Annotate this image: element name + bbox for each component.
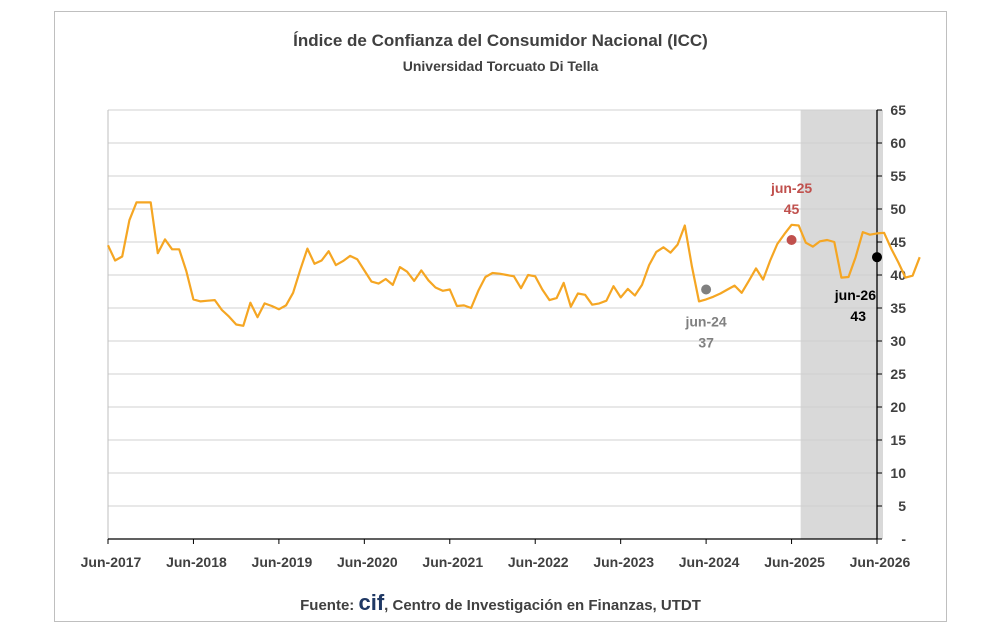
y-tick-label: 55 bbox=[890, 168, 906, 184]
source-suffix: , Centro de Investigación en Finanzas, U… bbox=[384, 597, 701, 614]
y-tick-label: 60 bbox=[890, 135, 906, 151]
source-prefix: Fuente: bbox=[300, 597, 359, 614]
chart-frame bbox=[54, 11, 947, 622]
annotation-value: 37 bbox=[698, 335, 714, 351]
y-tick-label: 65 bbox=[890, 102, 906, 118]
source-note: Fuente: cif, Centro de Investigación en … bbox=[54, 590, 947, 616]
annotation-label: jun-26 bbox=[834, 287, 876, 303]
icc-series-line bbox=[107, 201, 921, 327]
shaded-forecast-region bbox=[800, 110, 883, 539]
y-tick-label: 45 bbox=[890, 234, 906, 250]
y-tick-label: 35 bbox=[890, 300, 906, 316]
x-tick-label: Jun-2017 bbox=[81, 554, 142, 570]
annotation-value: 43 bbox=[850, 308, 866, 324]
chart-subtitle: Universidad Torcuato Di Tella bbox=[402, 58, 599, 74]
cif-logo: cif bbox=[358, 590, 385, 615]
y-tick-label: 10 bbox=[890, 465, 906, 481]
marker-jun-24 bbox=[701, 284, 712, 295]
x-tick-label: Jun-2018 bbox=[166, 554, 227, 570]
marker-jun-26 bbox=[872, 252, 882, 263]
chart-title: Índice de Confianza del Consumidor Nacio… bbox=[293, 31, 708, 50]
annotation-label: jun-25 bbox=[770, 180, 812, 196]
x-tick-label: Jun-2022 bbox=[508, 554, 569, 570]
x-tick-label: Jun-2019 bbox=[252, 554, 313, 570]
x-tick-label: Jun-2023 bbox=[593, 554, 654, 570]
x-tick-label: Jun-2021 bbox=[422, 554, 483, 570]
annotation-value: 45 bbox=[784, 201, 800, 217]
x-tick-label: Jun-2026 bbox=[850, 554, 911, 570]
y-tick-label: 30 bbox=[890, 333, 906, 349]
y-tick-label: 25 bbox=[890, 366, 906, 382]
y-tick-label: 5 bbox=[898, 498, 906, 514]
marker-jun-25 bbox=[786, 235, 797, 246]
x-tick-label: Jun-2024 bbox=[679, 554, 740, 570]
y-tick-label: - bbox=[901, 531, 906, 547]
annotation-label: jun-24 bbox=[684, 314, 726, 330]
x-tick-label: Jun-2025 bbox=[764, 554, 825, 570]
y-tick-label: 20 bbox=[890, 399, 906, 415]
x-tick-label: Jun-2020 bbox=[337, 554, 398, 570]
y-tick-label: 50 bbox=[890, 201, 906, 217]
y-tick-label: 15 bbox=[890, 432, 906, 448]
